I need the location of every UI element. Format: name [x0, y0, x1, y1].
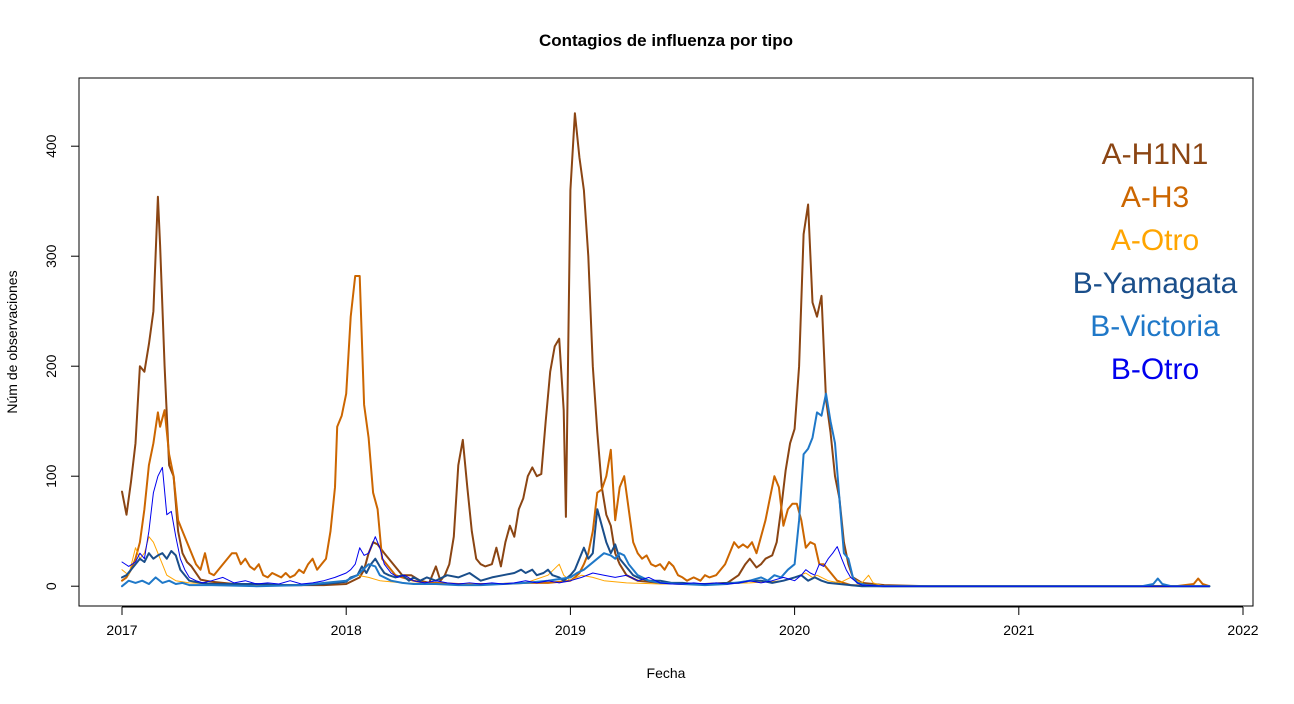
x-tick-label: 2017	[106, 622, 137, 638]
series-line-b-victoria	[121, 392, 1211, 588]
y-tick-label: 300	[43, 244, 59, 268]
series-line-a-h1n1	[121, 112, 1211, 588]
x-tick-label: 2022	[1227, 622, 1258, 638]
legend-entry-b-victoria: B-Victoria	[1090, 310, 1220, 343]
y-tick-label: 100	[43, 464, 59, 488]
y-axis-label: Núm de observaciones	[4, 270, 20, 413]
legend-entry-a-h3: A-H3	[1121, 181, 1189, 214]
x-axis-label: Fecha	[647, 665, 686, 681]
x-axis: 2017 2018 2019 2020 2021 2022	[106, 606, 1259, 638]
y-axis: 0 100 200 300 400	[43, 134, 80, 590]
x-tick-label: 2019	[555, 622, 586, 638]
chart-title: Contagios de influenza por tipo	[539, 31, 793, 50]
series-layer	[121, 112, 1211, 588]
x-tick-label: 2021	[1003, 622, 1034, 638]
series-line-a-h3	[121, 275, 1211, 588]
legend-entry-a-h1n1: A-H1N1	[1102, 138, 1209, 171]
y-tick-label: 200	[43, 354, 59, 378]
legend-entry-b-yamagata: B-Yamagata	[1073, 267, 1238, 300]
y-tick-label: 400	[43, 134, 59, 158]
plot-frame	[78, 77, 1254, 607]
series-line-a-otro	[121, 536, 1210, 587]
x-tick-label: 2020	[779, 622, 810, 638]
legend: A-H1N1 A-H3 A-Otro B-Yamagata B-Victoria B-Ot…	[1073, 138, 1238, 386]
x-tick-label: 2018	[331, 622, 362, 638]
y-tick-label: 0	[43, 582, 59, 590]
series-line-b-otro	[121, 466, 1210, 587]
legend-entry-a-otro: A-Otro	[1111, 224, 1199, 257]
legend-entry-b-otro: B-Otro	[1111, 353, 1199, 386]
